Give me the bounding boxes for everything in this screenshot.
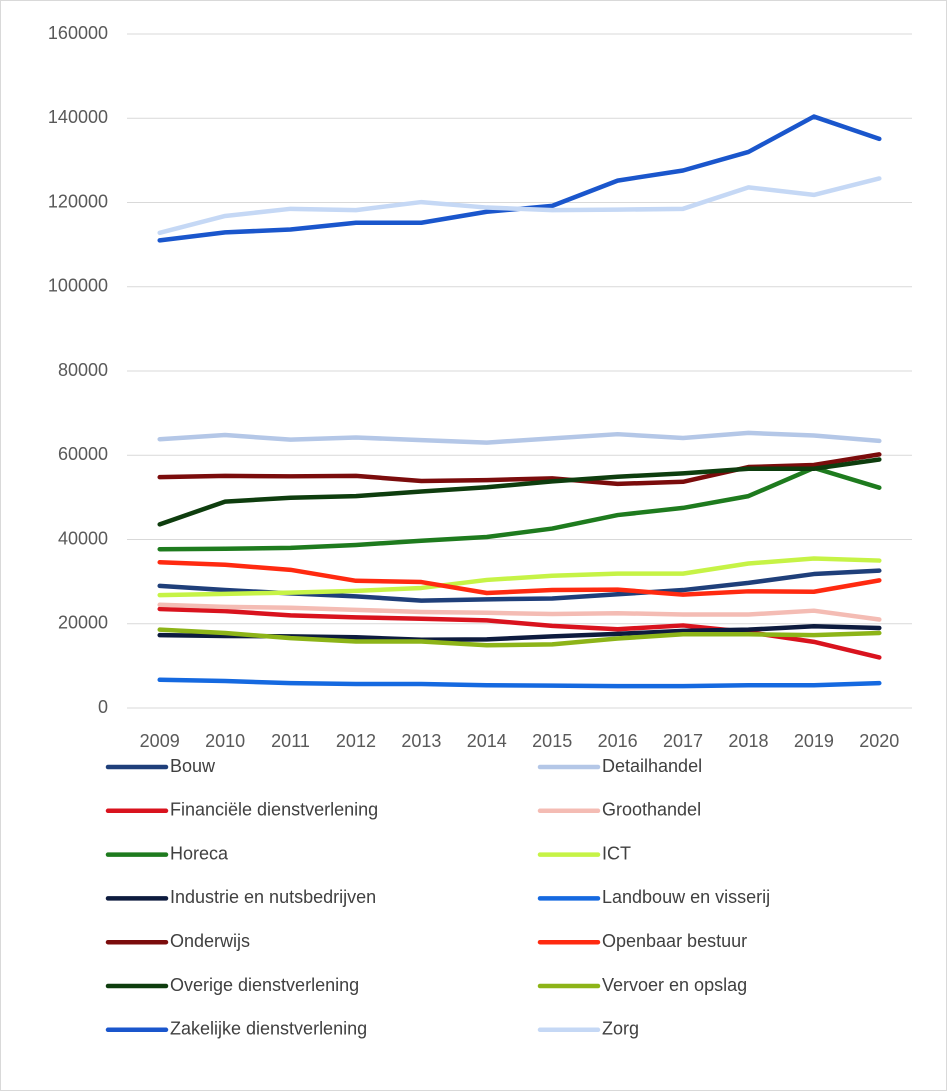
y-tick-label: 60000 xyxy=(58,444,108,464)
x-tick-label: 2020 xyxy=(859,731,899,751)
x-tick-label: 2014 xyxy=(467,731,507,751)
y-tick-label: 80000 xyxy=(58,360,108,380)
legend-label: Overige dienstverlening xyxy=(170,975,359,995)
series-line xyxy=(157,627,882,648)
y-tick-label: 40000 xyxy=(58,528,108,548)
legend-label: Zakelijke dienstverlening xyxy=(170,1019,367,1039)
x-tick-label: 2019 xyxy=(794,731,834,751)
x-tick-label: 2016 xyxy=(598,731,638,751)
legend-label: Bouw xyxy=(170,756,216,776)
legend-label: Groothandel xyxy=(602,800,701,820)
legend-label: Vervoer en opslag xyxy=(602,975,747,995)
y-tick-label: 140000 xyxy=(48,107,108,127)
x-tick-label: 2009 xyxy=(140,731,180,751)
legend-label: ICT xyxy=(602,843,631,863)
x-tick-label: 2017 xyxy=(663,731,703,751)
series-line xyxy=(157,677,882,689)
series-line xyxy=(157,465,882,552)
y-tick-label: 0 xyxy=(98,697,108,717)
y-tick-label: 120000 xyxy=(48,191,108,211)
x-tick-label: 2010 xyxy=(205,731,245,751)
x-tick-label: 2011 xyxy=(271,731,310,751)
y-tick-label: 160000 xyxy=(48,23,108,43)
legend: Bouw Detailhandel Financiële dienstverleni… xyxy=(105,756,770,1039)
y-tick-label: 100000 xyxy=(48,276,108,296)
series-line xyxy=(157,430,882,445)
series-line xyxy=(157,556,882,598)
series-line xyxy=(157,559,882,597)
series-line xyxy=(157,457,882,527)
series-line xyxy=(157,176,882,236)
legend-label: Zorg xyxy=(602,1019,639,1039)
x-tick-label: 2015 xyxy=(532,731,572,751)
y-tick-label: 20000 xyxy=(58,613,108,633)
legend-label: Financiële dienstverlening xyxy=(170,800,378,820)
series-line xyxy=(157,602,882,622)
x-tick-label: 2013 xyxy=(401,731,441,751)
x-tick-label: 2012 xyxy=(336,731,376,751)
x-tick-label: 2018 xyxy=(728,731,768,751)
legend-label: Onderwijs xyxy=(170,931,250,951)
legend-label: Horeca xyxy=(170,843,229,863)
legend-label: Industrie en nutsbedrijven xyxy=(170,887,376,907)
legend-label: Openbaar bestuur xyxy=(602,931,747,951)
legend-label: Detailhandel xyxy=(602,756,702,776)
legend-label: Landbouw en visserij xyxy=(602,887,770,907)
